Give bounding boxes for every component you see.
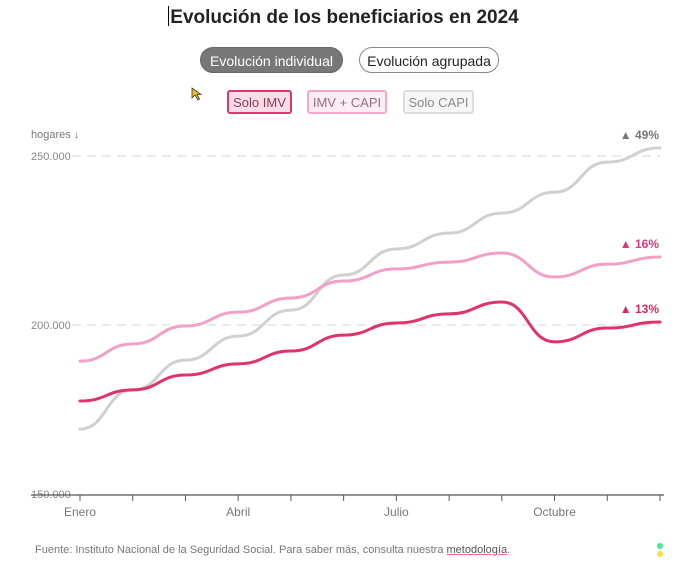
change-label: ▲ 13% — [620, 302, 660, 316]
source-text: Fuente: Instituto Nacional de la Segurid… — [35, 544, 447, 556]
chart-title: Evolución de los beneficiarios en 2024 — [0, 6, 687, 29]
y-tick-label: 250.000 — [31, 151, 71, 163]
legend-imv-capi[interactable]: IMV + CAPI — [307, 90, 387, 114]
x-tick-label: Julio — [384, 505, 409, 519]
status-dot-yellow — [657, 551, 663, 557]
series-line-solo-imv — [78, 300, 662, 403]
legend-solo-imv[interactable]: Solo IMV — [227, 90, 292, 114]
mouse-cursor-icon — [191, 87, 203, 101]
x-tick-label: Octubre — [533, 505, 576, 519]
y-axis-label: hogares ↓ — [31, 129, 79, 141]
x-tick-label: Enero — [64, 505, 96, 519]
change-label: ▲ 49% — [620, 128, 660, 142]
status-dot-green — [657, 543, 663, 549]
y-tick-label: 200.000 — [31, 320, 71, 332]
legend-solo-capi[interactable]: Solo CAPI — [403, 90, 474, 114]
footer-source: Fuente: Instituto Nacional de la Segurid… — [35, 544, 510, 556]
series-line-solo-capi — [78, 146, 662, 431]
x-tick-label: Abril — [226, 505, 250, 519]
change-label: ▲ 16% — [620, 237, 660, 251]
title-text: Evolución de los beneficiarios en 2024 — [170, 7, 519, 28]
methodology-link[interactable]: metodología — [446, 544, 508, 556]
footer-end: . — [507, 544, 511, 556]
view-individual-button[interactable]: Evolución individual — [200, 47, 343, 73]
view-grouped-button[interactable]: Evolución agrupada — [359, 47, 499, 73]
series-line-imv-capi — [78, 251, 662, 363]
text-caret — [168, 6, 170, 26]
